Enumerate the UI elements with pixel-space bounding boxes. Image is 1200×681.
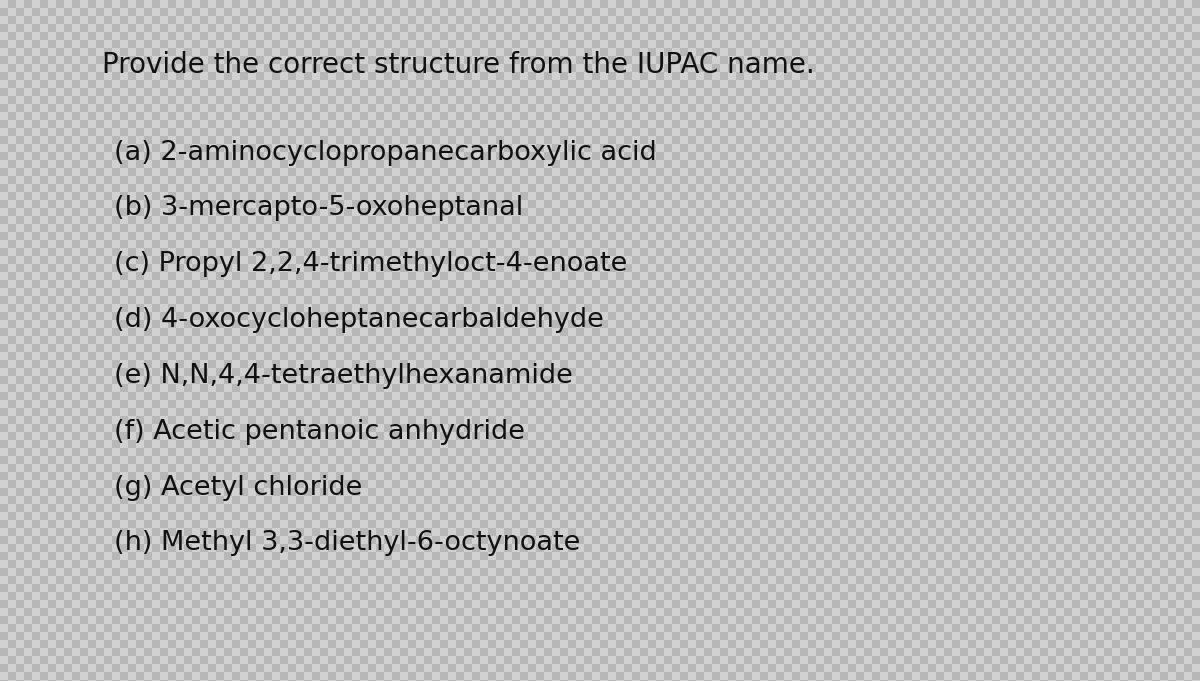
- Text: (a) 2-aminocyclopropanecarboxylic acid: (a) 2-aminocyclopropanecarboxylic acid: [114, 140, 656, 165]
- Text: (h) Methyl 3,3-diethyl-6-octynoate: (h) Methyl 3,3-diethyl-6-octynoate: [114, 530, 581, 556]
- Text: (f) Acetic pentanoic anhydride: (f) Acetic pentanoic anhydride: [114, 419, 526, 445]
- Text: Provide the correct structure from the IUPAC name.: Provide the correct structure from the I…: [102, 51, 815, 79]
- Text: (d) 4-oxocycloheptanecarbaldehyde: (d) 4-oxocycloheptanecarbaldehyde: [114, 307, 604, 333]
- Text: (e) N,N,4,4-tetraethylhexanamide: (e) N,N,4,4-tetraethylhexanamide: [114, 363, 572, 389]
- Text: (g) Acetyl chloride: (g) Acetyl chloride: [114, 475, 362, 501]
- Text: (b) 3-mercapto-5-oxoheptanal: (b) 3-mercapto-5-oxoheptanal: [114, 195, 523, 221]
- Text: (c) Propyl 2,2,4-trimethyloct-4-enoate: (c) Propyl 2,2,4-trimethyloct-4-enoate: [114, 251, 628, 277]
